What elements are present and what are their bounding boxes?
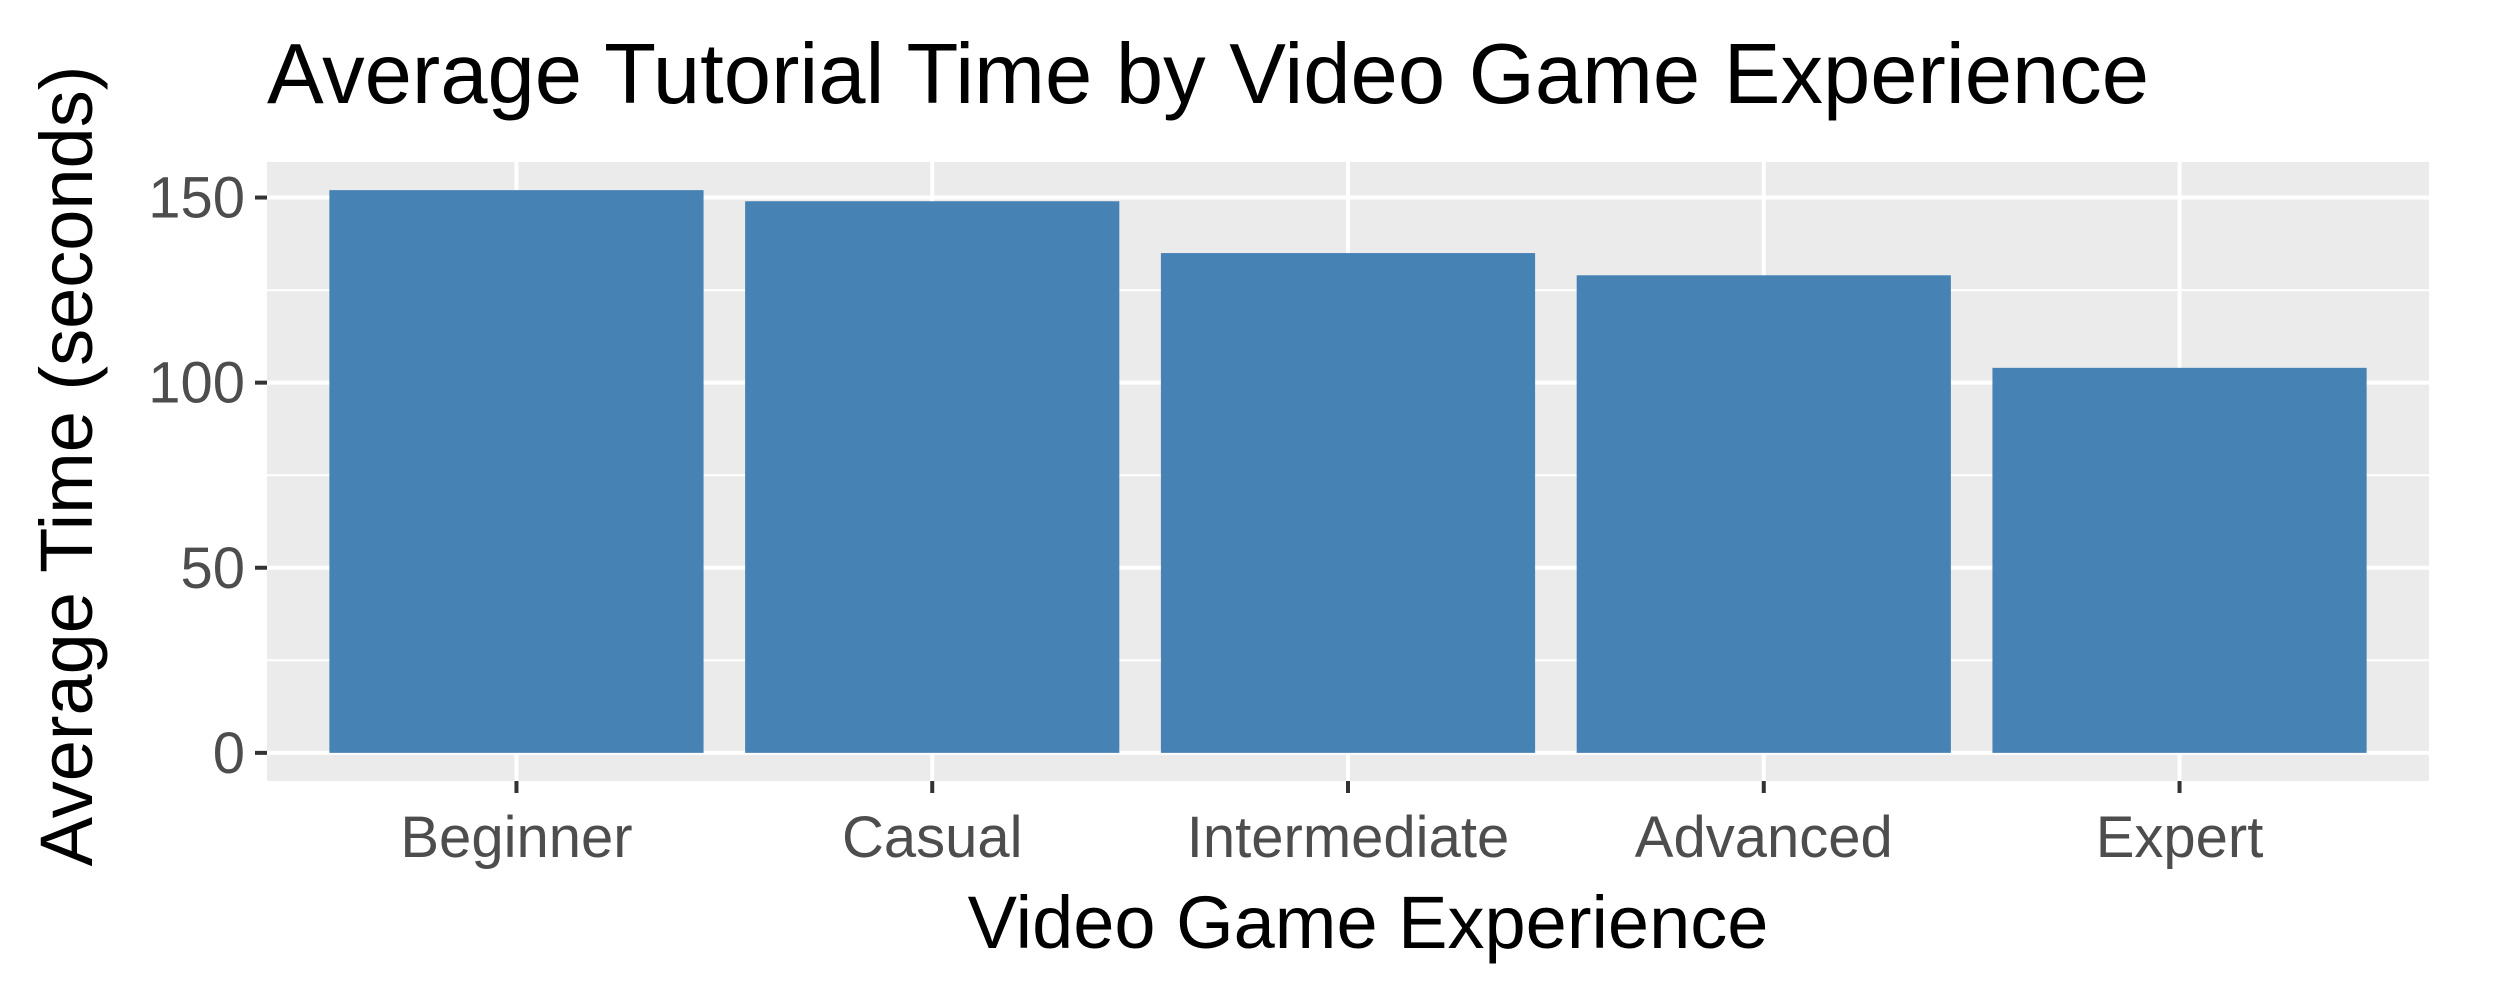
x-axis-title: Video Game Experience bbox=[968, 881, 1769, 964]
x-tick-label: Advanced bbox=[1635, 805, 1893, 870]
bar-advanced bbox=[1576, 275, 1951, 753]
chart-title: Average Tutorial Time by Video Game Expe… bbox=[267, 27, 2149, 122]
y-tick-label: 0 bbox=[213, 721, 245, 786]
x-axis: Beginner Casual Intermediate Advanced Expert bbox=[400, 781, 2263, 870]
x-tick-label: Casual bbox=[842, 805, 1023, 870]
x-tick-label: Expert bbox=[2096, 805, 2264, 870]
y-tick-label: 50 bbox=[180, 536, 245, 601]
bar-casual bbox=[745, 201, 1120, 753]
bar-intermediate bbox=[1160, 253, 1536, 753]
y-axis-title: Average Time (seconds) bbox=[25, 66, 108, 867]
bar-expert bbox=[1992, 367, 2367, 753]
bar-beginner bbox=[329, 190, 704, 753]
x-tick-label: Intermediate bbox=[1187, 805, 1509, 870]
y-tick-label: 100 bbox=[148, 351, 245, 416]
bars bbox=[329, 190, 2367, 753]
y-tick-label: 150 bbox=[148, 166, 245, 231]
y-axis: 0 50 100 150 bbox=[148, 166, 267, 786]
x-tick-label: Beginner bbox=[400, 805, 632, 870]
